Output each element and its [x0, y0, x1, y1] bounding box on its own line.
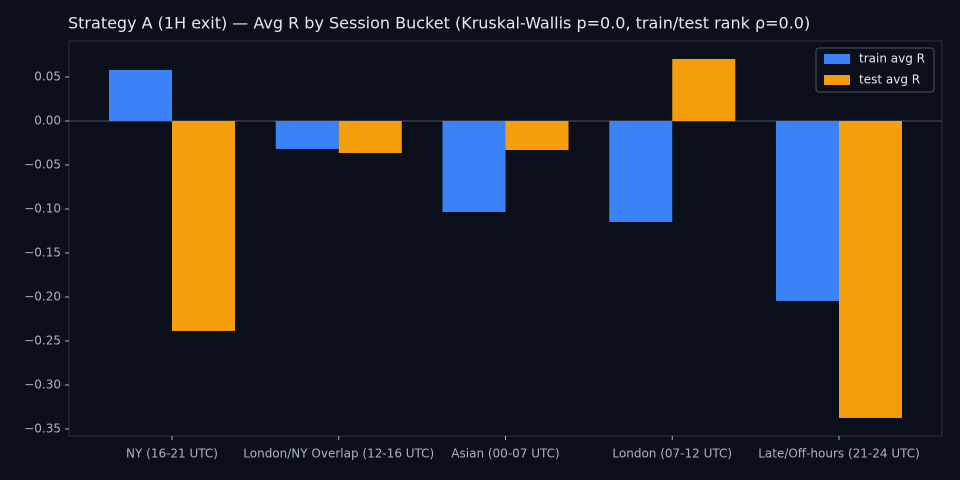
legend-label: test avg R [859, 73, 920, 87]
y-tick-label: 0.00 [34, 113, 61, 127]
y-tick-label: −0.30 [24, 377, 61, 391]
y-tick-label: −0.10 [24, 201, 61, 215]
x-tick-label: Asian (00-07 UTC) [451, 447, 559, 461]
chart-title: Strategy A (1H exit) — Avg R by Session … [68, 14, 810, 33]
bar [672, 58, 736, 121]
y-tick-label: −0.15 [24, 245, 61, 259]
y-tick-label: −0.05 [24, 157, 61, 171]
y-tick-label: −0.25 [24, 333, 61, 347]
y-tick-label: −0.35 [24, 421, 61, 435]
x-tick-label: Late/Off-hours (21-24 UTC) [758, 447, 920, 461]
y-tick-label: 0.05 [34, 69, 61, 83]
bar [442, 120, 506, 212]
bar [172, 120, 235, 331]
bar [505, 120, 569, 151]
x-tick-label: London (07-12 UTC) [612, 447, 732, 461]
legend-label: train avg R [859, 52, 925, 66]
legend-swatch [824, 75, 850, 85]
legend-swatch [824, 54, 850, 64]
bar [609, 120, 673, 223]
x-tick-label: NY (16-21 UTC) [126, 447, 218, 461]
y-tick-label: −0.20 [24, 289, 61, 303]
bar [338, 120, 402, 154]
bar [776, 120, 839, 301]
bar [109, 69, 172, 121]
bar [839, 120, 902, 418]
bar [275, 120, 339, 149]
x-tick-label: London/NY Overlap (12-16 UTC) [243, 447, 434, 461]
